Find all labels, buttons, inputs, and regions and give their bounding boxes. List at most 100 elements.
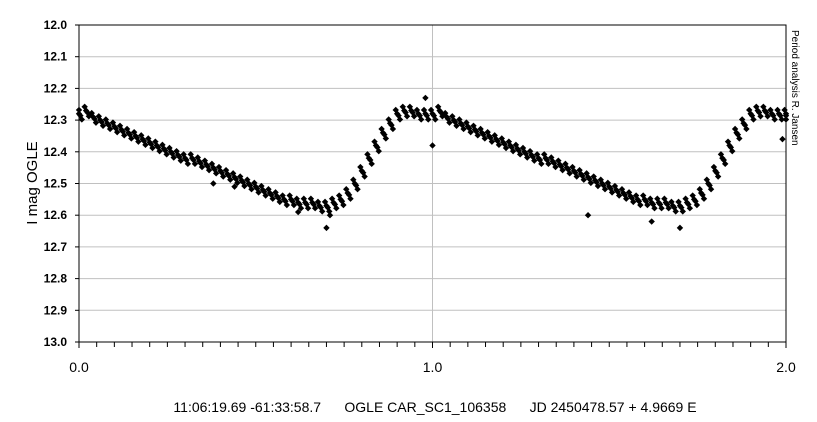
data-point xyxy=(601,186,609,193)
data-point xyxy=(474,132,481,139)
data-point xyxy=(402,109,409,116)
data-point xyxy=(767,106,774,114)
data-point xyxy=(781,106,788,114)
data-point xyxy=(656,201,664,208)
data-point xyxy=(604,179,612,187)
data-point xyxy=(563,164,571,171)
data-point xyxy=(545,160,552,168)
data-point xyxy=(689,192,696,199)
y-tick-label: 12.4 xyxy=(44,145,68,159)
x-tick-label: 1.0 xyxy=(423,359,443,375)
data-point xyxy=(102,116,110,123)
data-point xyxy=(205,166,213,174)
data-point xyxy=(778,116,785,123)
data-point xyxy=(244,176,251,183)
y-tick-label: 12.1 xyxy=(44,50,68,64)
data-point xyxy=(755,109,763,116)
data-point xyxy=(743,125,750,133)
data-point xyxy=(580,176,587,183)
data-point xyxy=(152,138,159,145)
data-point xyxy=(220,173,227,180)
data-point xyxy=(587,179,595,187)
data-point xyxy=(505,138,513,145)
data-points xyxy=(75,94,790,232)
data-point xyxy=(576,166,583,174)
data-point xyxy=(712,167,719,175)
data-point xyxy=(726,142,733,149)
data-point xyxy=(184,160,192,168)
data-point xyxy=(159,141,166,149)
data-point xyxy=(417,116,425,123)
y-tick-label: 12.9 xyxy=(44,303,68,317)
data-point xyxy=(128,135,135,142)
data-point xyxy=(142,141,149,149)
data-point xyxy=(628,194,636,202)
data-point xyxy=(227,176,234,183)
data-point xyxy=(648,218,655,225)
data-point xyxy=(210,180,217,187)
data-point xyxy=(516,151,524,158)
data-point xyxy=(156,147,163,155)
y-tick-label: 12.7 xyxy=(44,240,68,254)
data-point xyxy=(507,142,514,149)
data-point xyxy=(658,205,665,212)
data-point xyxy=(364,151,371,158)
data-point xyxy=(446,119,453,126)
data-point xyxy=(212,170,220,177)
data-point xyxy=(590,173,597,180)
data-point xyxy=(573,173,580,180)
data-point xyxy=(679,208,686,215)
data-point xyxy=(425,116,432,123)
data-point xyxy=(746,106,753,114)
data-point xyxy=(145,135,152,142)
data-point xyxy=(559,166,566,174)
y-axis: 12.0 12.1 12.2 12.3 12.4 12.5 12.6 12.7 12.8 12.9… xyxy=(44,18,79,349)
data-point xyxy=(406,103,414,110)
data-point xyxy=(307,195,315,202)
data-point xyxy=(368,160,375,168)
data-point xyxy=(300,195,308,202)
data-point xyxy=(283,201,291,209)
data-point xyxy=(477,125,484,133)
data-point xyxy=(632,192,640,199)
data-point xyxy=(251,179,258,187)
data-point xyxy=(771,116,778,123)
data-point xyxy=(607,185,614,192)
data-point xyxy=(451,118,459,126)
y-tick-label: 12.6 xyxy=(44,208,68,222)
data-point xyxy=(304,205,312,212)
data-point xyxy=(84,109,91,116)
data-point xyxy=(524,154,531,161)
data-point xyxy=(453,122,460,130)
data-point xyxy=(470,122,477,130)
data-point xyxy=(170,154,177,161)
data-point xyxy=(255,189,262,196)
data-point xyxy=(594,182,602,190)
data-point xyxy=(495,141,503,149)
data-point xyxy=(449,113,456,120)
data-point xyxy=(314,198,322,206)
data-point xyxy=(671,204,678,211)
data-point xyxy=(491,132,498,139)
data-point xyxy=(734,131,742,138)
data-point xyxy=(779,135,786,143)
data-point xyxy=(699,191,706,199)
data-point xyxy=(512,141,520,149)
data-point xyxy=(685,201,692,208)
data-point xyxy=(442,109,449,117)
data-point xyxy=(714,173,722,180)
data-point xyxy=(642,198,650,205)
data-point xyxy=(385,116,392,123)
data-point xyxy=(262,192,269,199)
data-point xyxy=(763,109,770,116)
x-axis: 0.0 1.0 2.0 xyxy=(69,342,796,375)
data-point xyxy=(562,160,569,168)
data-point xyxy=(275,194,282,202)
data-point xyxy=(375,147,382,155)
data-point xyxy=(700,195,708,202)
data-point xyxy=(647,195,654,202)
y-tick-label: 12.3 xyxy=(44,113,68,127)
data-point xyxy=(323,224,330,232)
data-point xyxy=(420,106,428,114)
x-tick-label: 0.0 xyxy=(69,359,89,375)
